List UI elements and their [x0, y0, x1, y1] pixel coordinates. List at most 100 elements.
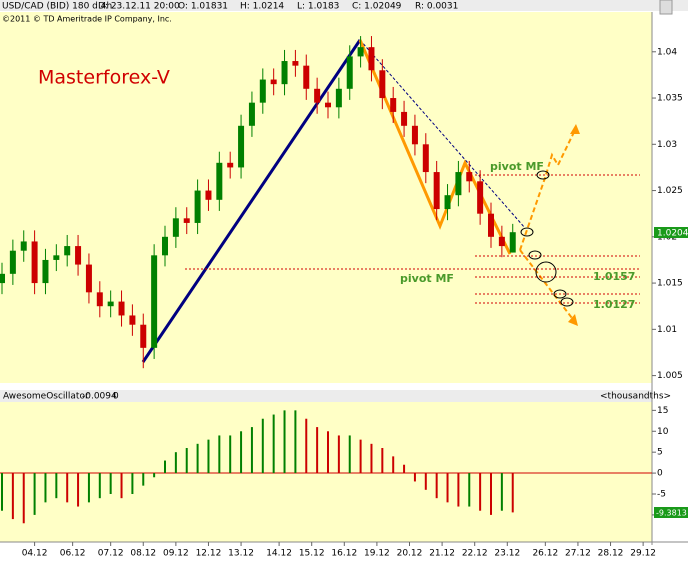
x-tick-label: 16.12: [331, 549, 357, 559]
chart-title: Masterforex-V: [38, 67, 170, 89]
x-tick-label: 29.12: [630, 549, 656, 559]
candle-body: [9, 250, 16, 274]
candle-body: [303, 65, 310, 89]
candle-body: [75, 246, 82, 265]
last-price: 1.0204: [657, 229, 688, 239]
candle-body: [314, 88, 321, 103]
candle-body: [498, 236, 505, 247]
x-tick-label: 08.12: [130, 549, 156, 559]
annotation: pivot MF: [490, 160, 544, 173]
trend-line: [141, 39, 362, 363]
trend-line: [359, 39, 526, 229]
value-box: [654, 507, 688, 518]
arrow-head: [568, 314, 578, 326]
y-tick-label: 1.025: [657, 186, 683, 196]
marker-ellipse: [528, 250, 542, 260]
candle-body: [194, 190, 201, 223]
candle-body: [248, 102, 255, 126]
candle-body: [107, 301, 114, 307]
candle-body: [238, 125, 245, 168]
x-tick-label: 04.12: [22, 549, 48, 559]
candle-body: [140, 324, 147, 348]
annotation: 1.0157: [593, 270, 635, 283]
header-open: O: 1.01831: [178, 2, 228, 12]
candle-body: [325, 102, 331, 108]
candle-body: [390, 98, 397, 112]
y-tick-label: 1.005: [657, 371, 683, 381]
candle-body: [205, 190, 212, 200]
y-tick-label: 0: [657, 469, 663, 479]
candle-body: [227, 162, 234, 168]
x-tick-label: 23.12: [494, 549, 520, 559]
x-tick-label: 21.12: [429, 549, 455, 559]
y-tick-label: 1.01: [657, 325, 677, 335]
candle-body: [85, 264, 92, 293]
x-tick-label: 06.12: [60, 549, 86, 559]
candle-body: [96, 292, 103, 307]
x-tick-label: 14.12: [266, 549, 292, 559]
candle-body: [118, 301, 125, 316]
candle-body: [379, 70, 386, 99]
arrow-head: [570, 124, 580, 134]
candle-body: [477, 181, 484, 214]
candle-body: [368, 47, 375, 71]
x-tick-label: 09.12: [163, 549, 189, 559]
x-tick-label: 28.12: [598, 549, 624, 559]
marker-ellipse: [536, 170, 550, 180]
candle-body: [455, 172, 462, 196]
header-close: C: 1.02049: [352, 2, 402, 12]
marker-ellipse: [520, 227, 534, 237]
marker-ellipse: [560, 297, 574, 307]
copyright: ©2011 © TD Ameritrade IP Company, Inc.: [2, 15, 172, 24]
candle-body: [422, 144, 429, 173]
header-bar: [0, 0, 688, 11]
price-box: [654, 227, 688, 238]
candle-body: [335, 88, 342, 108]
projection-down: [519, 249, 576, 323]
candle-body: [172, 218, 179, 237]
last-oscillator: -9.3813: [656, 509, 687, 518]
pattern-line: [358, 39, 512, 255]
x-tick-label: 07.12: [98, 549, 124, 559]
candle-body: [281, 61, 288, 85]
candle-body: [129, 315, 136, 325]
header-range: R: 0.0031: [415, 2, 458, 12]
oscillator-name: AwesomeOscillator: [3, 392, 89, 402]
header-low: L: 1.0183: [297, 2, 339, 12]
candle-body: [509, 232, 516, 253]
y-tick-label: 1.04: [657, 47, 677, 57]
x-tick-label: 20.12: [397, 549, 423, 559]
candle-body: [270, 79, 277, 85]
annotation: pivot MF: [400, 272, 454, 285]
y-tick-label: -5: [657, 490, 666, 500]
x-tick-label: 12.12: [196, 549, 222, 559]
candle-body: [357, 47, 364, 57]
y-tick-label: 10: [657, 427, 669, 437]
y-tick-label: 1.035: [657, 94, 683, 104]
candle-body: [433, 172, 440, 210]
x-tick-label: 22.12: [462, 549, 488, 559]
candle-body: [466, 172, 473, 182]
header-high: H: 1.0214: [240, 2, 284, 12]
candle-body: [162, 236, 168, 256]
candle-body: [64, 246, 71, 256]
candle-body: [411, 125, 418, 145]
candle-body: [292, 61, 299, 66]
x-tick-label: 13.12: [228, 549, 254, 559]
price-panel: [0, 12, 652, 383]
x-tick-label: 19.12: [364, 549, 390, 559]
candle-body: [53, 255, 60, 260]
y-tick-label: 1.015: [657, 279, 683, 289]
candle-body: [216, 162, 223, 200]
scroll-button[interactable]: [659, 0, 673, 15]
marker-ellipse: [535, 261, 557, 283]
candle-body: [444, 195, 451, 210]
oscillator-zero: 0: [113, 392, 119, 402]
candle-body: [31, 241, 38, 284]
oscillator-header: [0, 390, 652, 402]
projection-up: [519, 127, 577, 251]
candle-body: [20, 241, 27, 251]
x-tick-label: 27.12: [565, 549, 591, 559]
y-tick-label: 5: [657, 448, 663, 458]
